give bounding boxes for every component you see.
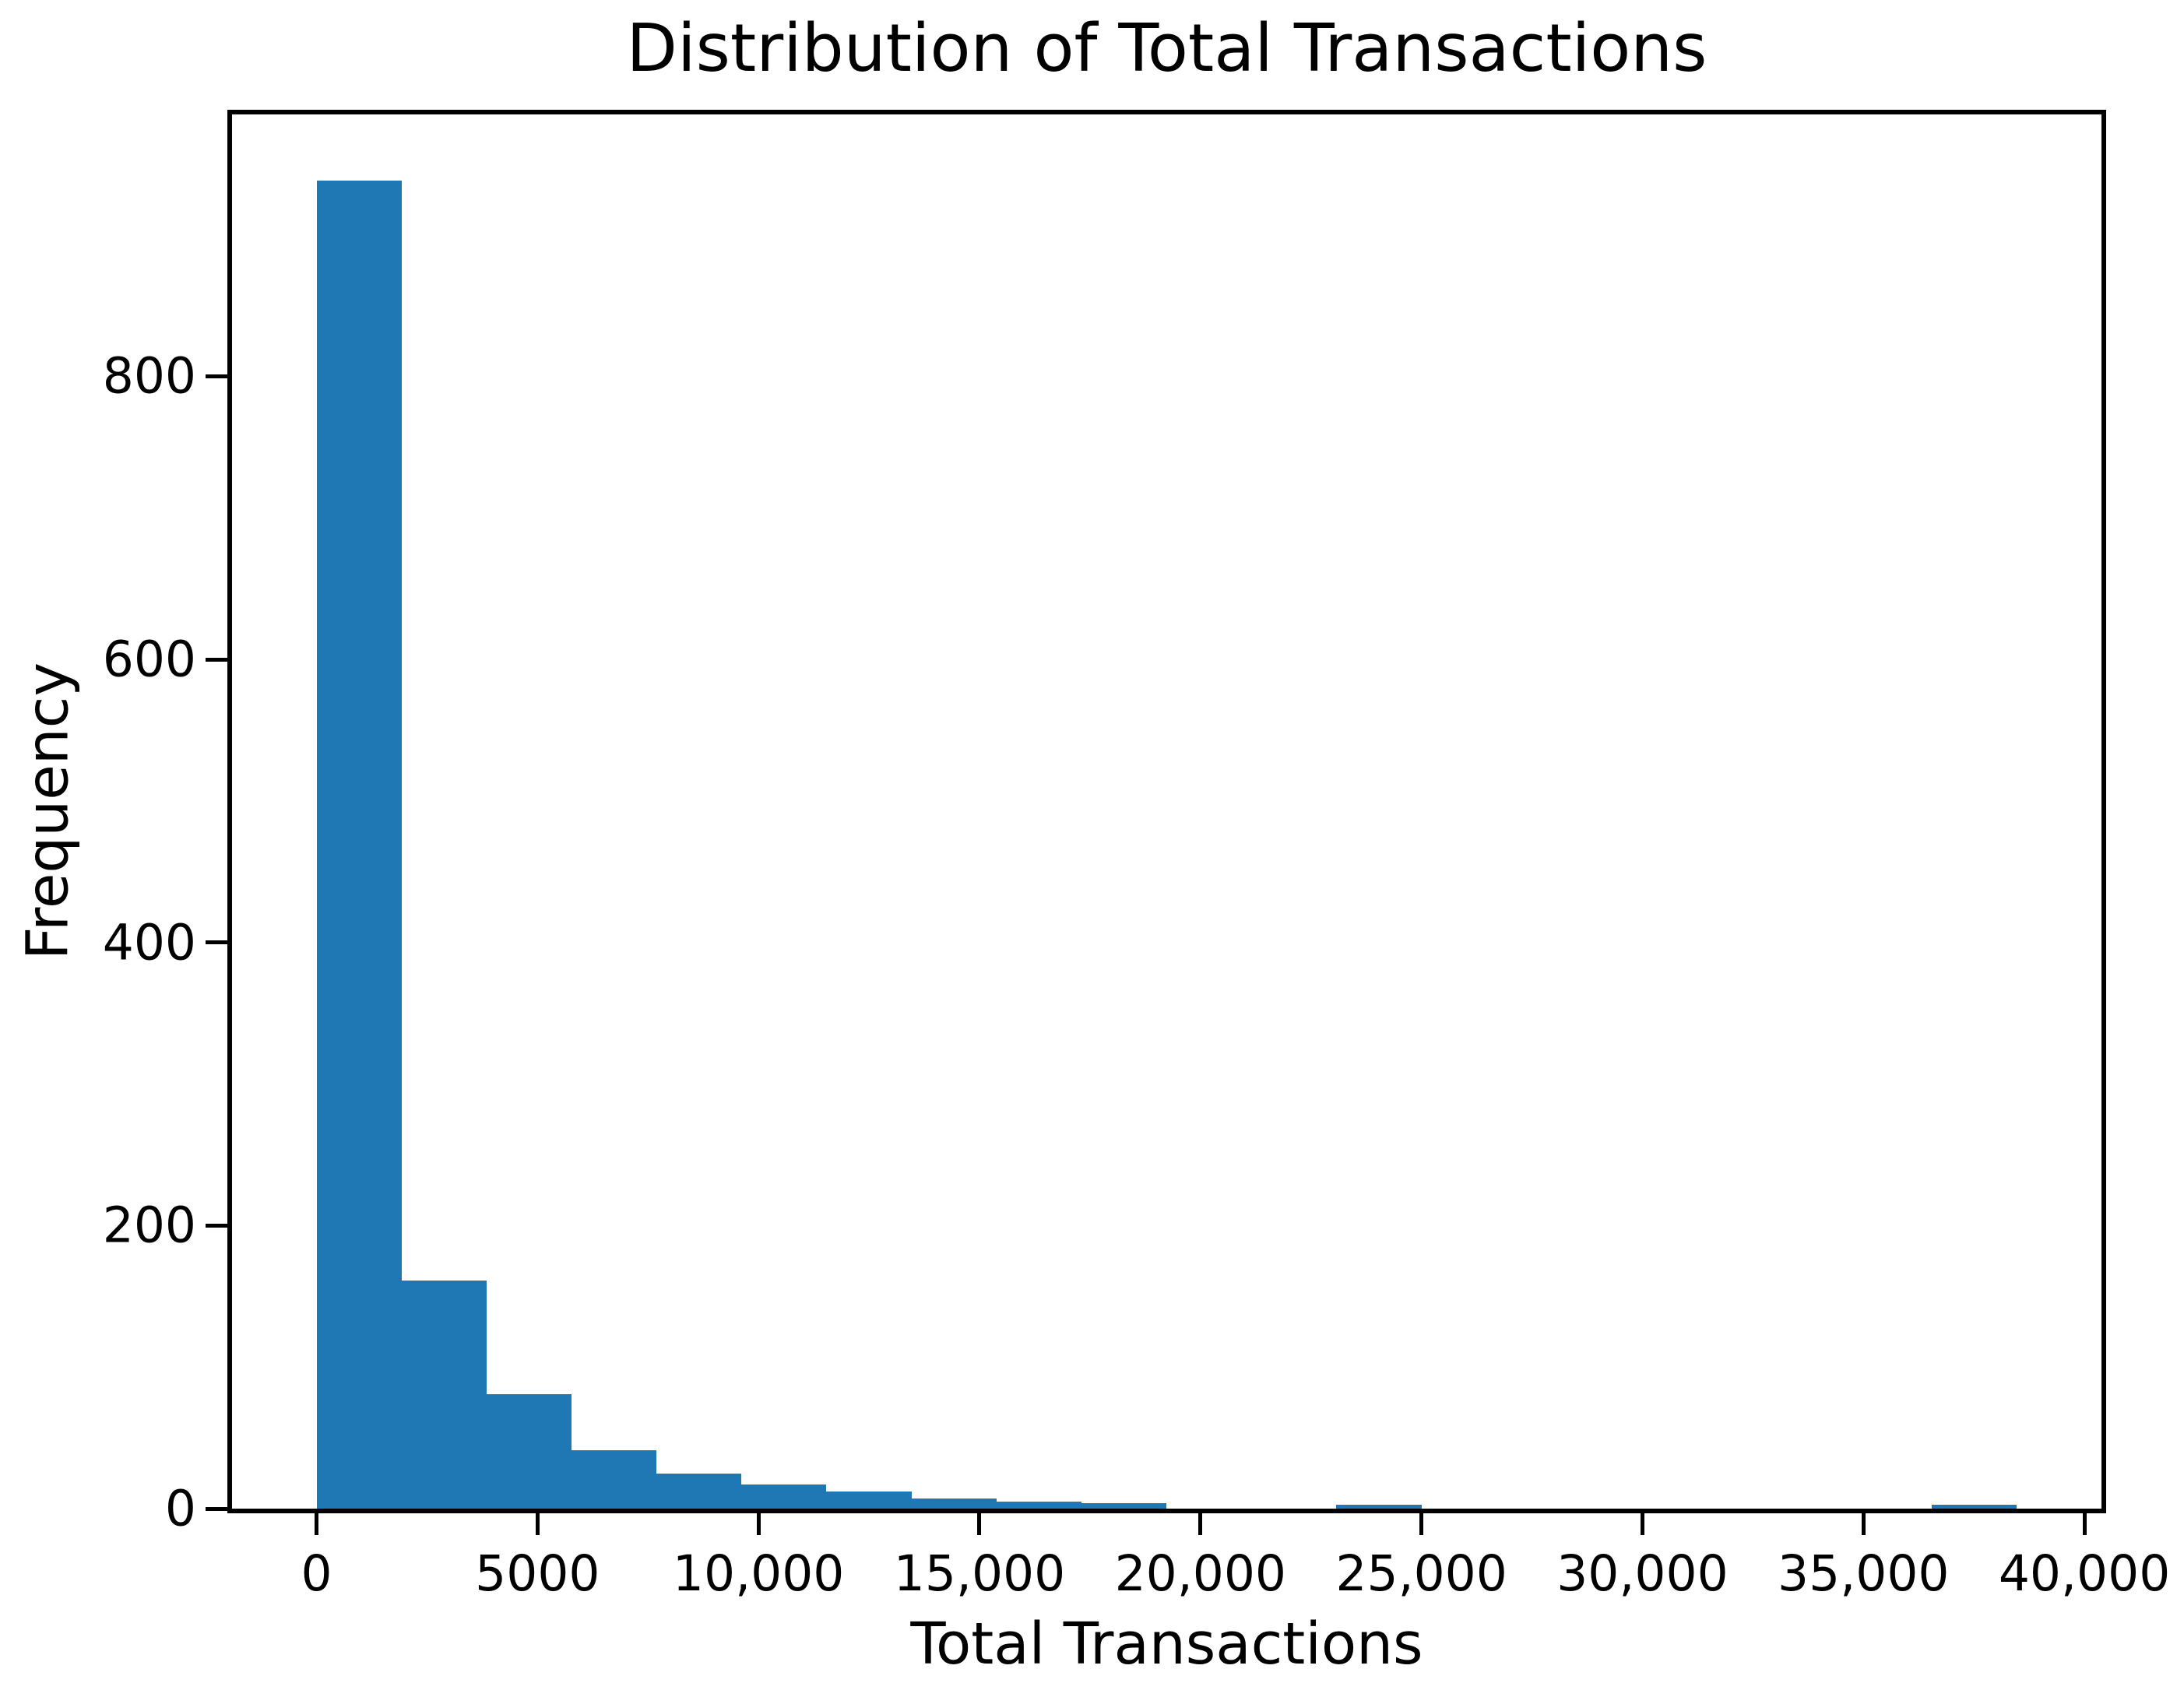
- x-axis-tick: [1198, 1513, 1203, 1535]
- histogram-bar: [1336, 1504, 1422, 1509]
- x-axis-tick-label: 5000: [475, 1545, 600, 1602]
- chart-title: Distribution of Total Transactions: [626, 10, 1707, 87]
- x-axis-tick: [535, 1513, 540, 1535]
- x-axis-tick: [1419, 1513, 1424, 1535]
- histogram-bars-layer: [232, 114, 2101, 1509]
- histogram-bar: [911, 1499, 997, 1509]
- x-axis-tick-label: 25,000: [1335, 1545, 1507, 1602]
- histogram-bar: [1931, 1504, 2017, 1509]
- histogram-bar: [401, 1281, 487, 1509]
- x-axis-tick-label: 40,000: [1998, 1545, 2171, 1602]
- histogram-bar: [1081, 1502, 1167, 1509]
- x-axis-label: Total Transactions: [910, 1611, 1423, 1678]
- y-axis-tick: [206, 1506, 227, 1511]
- y-axis-tick: [206, 940, 227, 945]
- histogram-bar: [656, 1473, 742, 1509]
- x-axis-tick-label: 30,000: [1556, 1545, 1729, 1602]
- histogram-bar: [571, 1450, 657, 1509]
- x-axis-tick-label: 20,000: [1114, 1545, 1287, 1602]
- plot-area: [227, 110, 2106, 1513]
- y-axis-tick-label: 800: [102, 347, 196, 405]
- x-axis-tick-label: 10,000: [672, 1545, 845, 1602]
- y-axis-tick: [206, 374, 227, 378]
- histogram-bar: [316, 181, 402, 1509]
- x-axis-tick-label: 35,000: [1778, 1545, 1950, 1602]
- x-axis-tick: [977, 1513, 982, 1535]
- y-axis-tick-label: 400: [102, 914, 196, 972]
- x-axis-tick-label: 15,000: [893, 1545, 1066, 1602]
- x-axis-tick: [2082, 1513, 2087, 1535]
- y-axis-tick: [206, 657, 227, 662]
- histogram-bar: [741, 1484, 827, 1509]
- histogram-bar: [486, 1393, 571, 1509]
- x-axis-tick: [1861, 1513, 1866, 1535]
- y-axis-tick: [206, 1223, 227, 1228]
- y-axis-tick-label: 0: [164, 1480, 196, 1537]
- x-axis-tick-label: 0: [301, 1545, 332, 1602]
- histogram-bar: [996, 1501, 1081, 1509]
- x-axis-tick: [1640, 1513, 1644, 1535]
- histogram-bar: [826, 1492, 912, 1509]
- y-axis-tick-label: 200: [102, 1196, 196, 1254]
- x-axis-tick: [315, 1513, 319, 1535]
- x-axis-tick: [756, 1513, 761, 1535]
- y-axis-tick-label: 600: [102, 631, 196, 688]
- y-axis-label: Frequency: [14, 662, 82, 961]
